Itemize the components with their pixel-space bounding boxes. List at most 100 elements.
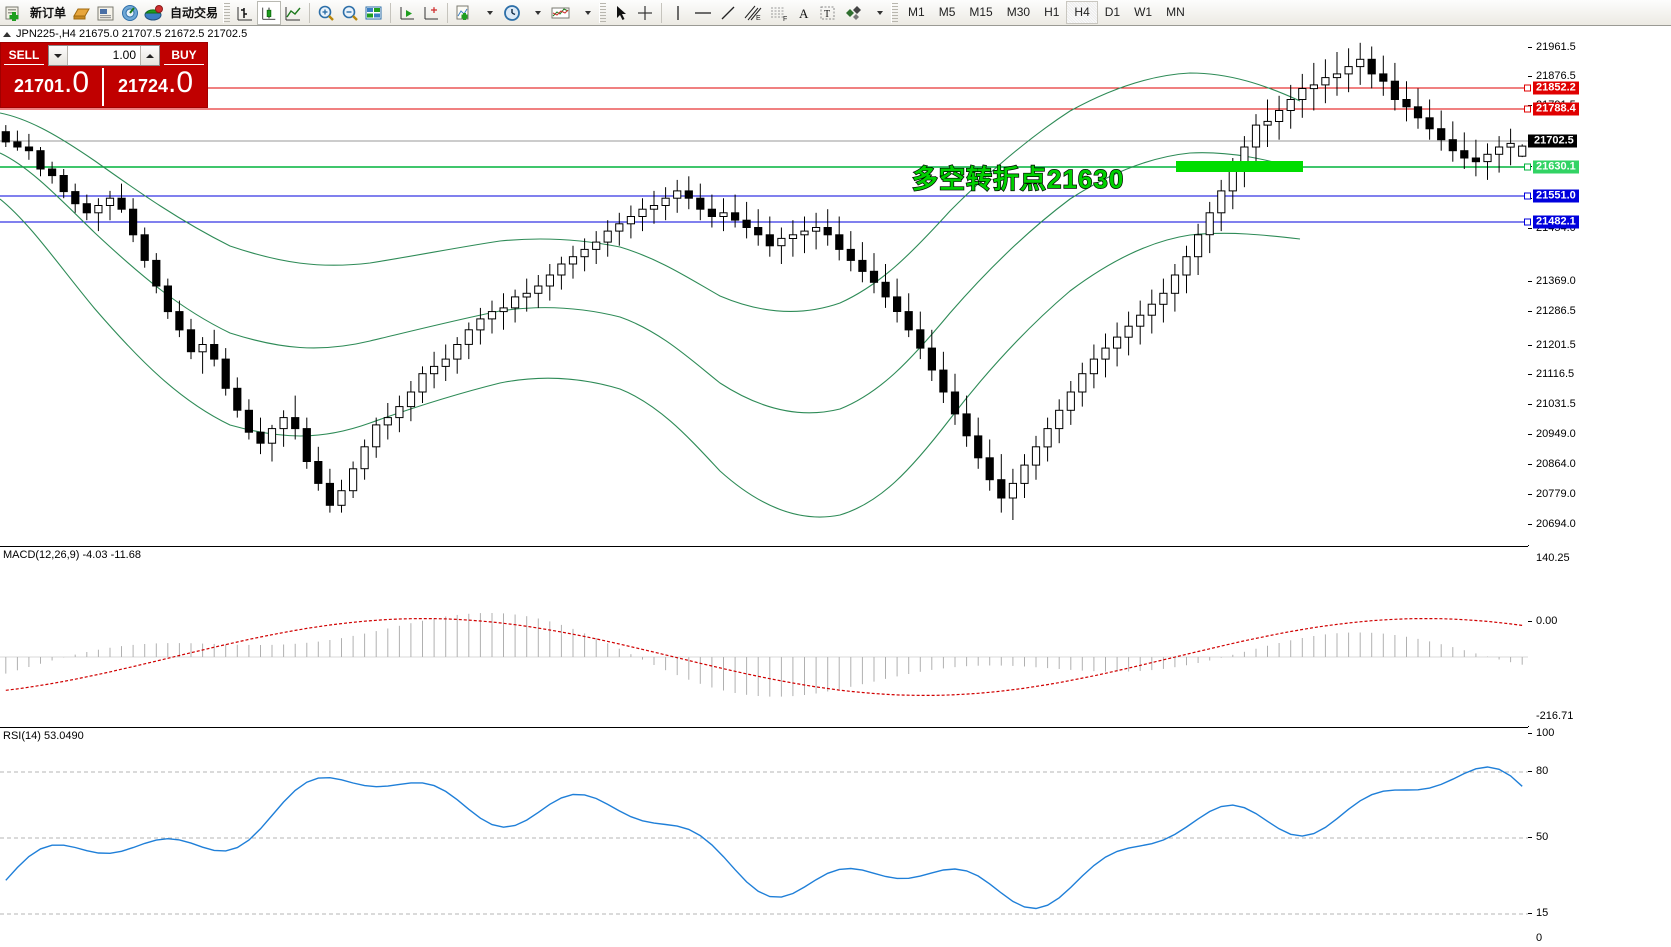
objects-icon[interactable]	[840, 1, 866, 25]
rsi-panel-title: RSI(14) 53.0490	[3, 730, 84, 742]
timeframe-h4[interactable]: H4	[1066, 1, 1098, 24]
toolbar-divider	[309, 2, 311, 23]
sell-button[interactable]: SELL	[4, 46, 44, 65]
macd-pane[interactable]: MACD(12,26,9) -4.03 -11.68	[0, 546, 1528, 726]
rsi-tick: 80	[1536, 765, 1549, 777]
volume-input[interactable]: 1.00	[112, 48, 136, 62]
rsi-axis: 100 80 50 15 0	[1528, 727, 1671, 947]
rsi-pane[interactable]: RSI(14) 53.0490	[0, 727, 1528, 947]
volume-decrease-button[interactable]	[49, 46, 68, 65]
timeframe-m5[interactable]: M5	[938, 5, 956, 19]
sell-price-decimal: .0	[64, 66, 90, 99]
timeframe-m1[interactable]: M1	[908, 5, 925, 19]
collapse-triangle-icon[interactable]	[3, 31, 11, 37]
main-toolbar: 新订单	[0, 0, 1671, 26]
chart-shift-icon[interactable]	[419, 1, 443, 25]
resistance-level-label[interactable]: 21852.2	[1533, 81, 1579, 95]
rsi-tick: 0	[1536, 932, 1543, 944]
horizontal-line-icon[interactable]	[690, 1, 716, 25]
label-icon[interactable]: T	[816, 1, 840, 25]
price-tick: 21286.5	[1536, 305, 1576, 317]
period-clock-icon[interactable]	[500, 1, 524, 25]
toolbar-grip-3[interactable]	[891, 2, 899, 23]
toolbar-divider-2	[390, 2, 392, 23]
price-axis[interactable]: 21961.5 21876.5 21791.5 21624.0 21539.0 …	[1524, 41, 1671, 545]
bar-chart-icon[interactable]	[233, 1, 257, 25]
autotrade-label[interactable]: 自动交易	[170, 6, 219, 20]
level-handle[interactable]	[1524, 218, 1531, 226]
crosshair-icon[interactable]	[633, 1, 657, 25]
macd-tick: 140.25	[1536, 552, 1570, 564]
buy-button[interactable]: BUY	[164, 46, 204, 65]
autoscroll-icon[interactable]	[395, 1, 419, 25]
zoom-out-icon[interactable]	[338, 1, 362, 25]
rsi-tick: 100	[1536, 727, 1555, 739]
objects-dropdown-icon[interactable]	[866, 1, 890, 25]
expert-advisor-icon[interactable]	[142, 1, 166, 25]
indicator-add-icon[interactable]	[452, 1, 476, 25]
timeframe-m15[interactable]: M15	[969, 5, 993, 19]
template-dropdown-icon[interactable]	[574, 1, 598, 25]
buy-price-decimal: .0	[168, 66, 194, 99]
trendline-icon[interactable]	[716, 1, 740, 25]
price-tick: 20779.0	[1536, 488, 1576, 500]
gold-bar-icon[interactable]	[70, 1, 94, 25]
price-pane[interactable]: 多空转折点21630	[0, 41, 1528, 545]
candlestick-icon[interactable]	[257, 0, 282, 25]
volume-stepper[interactable]: 1.00	[48, 45, 160, 66]
svg-text:A: A	[799, 6, 809, 21]
grid-icon[interactable]	[362, 1, 386, 25]
price-tick: 21369.0	[1536, 275, 1576, 287]
fibonacci-icon[interactable]: F	[766, 1, 792, 25]
support-level-label[interactable]: 21482.1	[1533, 215, 1579, 229]
price-tick: 21961.5	[1536, 41, 1576, 53]
vertical-line-icon[interactable]	[666, 1, 690, 25]
timeframe-m30[interactable]: M30	[1006, 5, 1031, 19]
volume-increase-button[interactable]	[140, 46, 159, 65]
template-icon[interactable]	[548, 1, 574, 25]
price-tick: 21201.5	[1536, 339, 1576, 351]
equidistant-channel-icon[interactable]: E	[740, 1, 766, 25]
price-tick: 21876.5	[1536, 70, 1576, 82]
sell-price[interactable]: 21701 .0	[1, 68, 104, 106]
price-tick: 20949.0	[1536, 428, 1576, 440]
news-icon[interactable]	[94, 1, 118, 25]
svg-text:E: E	[756, 15, 761, 22]
level-handle[interactable]	[1524, 105, 1531, 113]
timeframe-w1[interactable]: W1	[1134, 5, 1153, 19]
timeframe-h1[interactable]: H1	[1044, 5, 1060, 19]
period-dropdown-icon[interactable]	[524, 1, 548, 25]
toolbar-divider-3	[447, 2, 449, 23]
timeframe-mn[interactable]: MN	[1166, 5, 1185, 19]
svg-text:T: T	[824, 9, 830, 20]
buy-price[interactable]: 21724 .0	[104, 68, 207, 106]
sell-price-integer: 21701	[13, 76, 65, 96]
rsi-tick: 15	[1536, 907, 1549, 919]
indicator-dropdown-icon[interactable]	[476, 1, 500, 25]
new-order-icon[interactable]	[2, 1, 26, 25]
new-order-label[interactable]: 新订单	[30, 6, 67, 20]
macd-tick: 0.00	[1536, 615, 1558, 627]
one-click-trading-panel[interactable]: SELL 1.00 BUY 21701 .0 21724 .0	[0, 42, 208, 108]
level-handle[interactable]	[1524, 163, 1531, 171]
last-price-label: 21702.5	[1528, 134, 1577, 148]
support-level-label[interactable]: 21551.0	[1533, 189, 1579, 203]
toolbar-grip-2[interactable]	[599, 2, 607, 23]
pivot-highlight-bar	[1176, 161, 1303, 172]
level-handle[interactable]	[1524, 84, 1531, 92]
pivot-level-label[interactable]: 21630.1	[1533, 160, 1579, 174]
signals-icon[interactable]	[118, 1, 142, 25]
line-chart-icon[interactable]	[281, 1, 305, 25]
zoom-in-icon[interactable]	[314, 1, 338, 25]
resistance-level-label[interactable]: 21788.4	[1533, 102, 1579, 116]
cursor-icon[interactable]	[609, 1, 633, 25]
level-handle[interactable]	[1524, 192, 1531, 200]
chart-area[interactable]: 多空转折点21630 21961.5 21876.5 21791.5 21624…	[0, 41, 1671, 947]
text-icon[interactable]: A	[792, 1, 816, 25]
rsi-tick: 50	[1536, 831, 1549, 843]
buy-price-integer: 21724	[117, 76, 169, 96]
symbol-info-bar: JPN225-,H4 21675.0 21707.5 21672.5 21702…	[0, 27, 1671, 41]
timeframe-d1[interactable]: D1	[1104, 5, 1121, 19]
pivot-annotation-text: 多空转折点21630	[911, 163, 1125, 194]
toolbar-grip[interactable]	[223, 2, 231, 23]
